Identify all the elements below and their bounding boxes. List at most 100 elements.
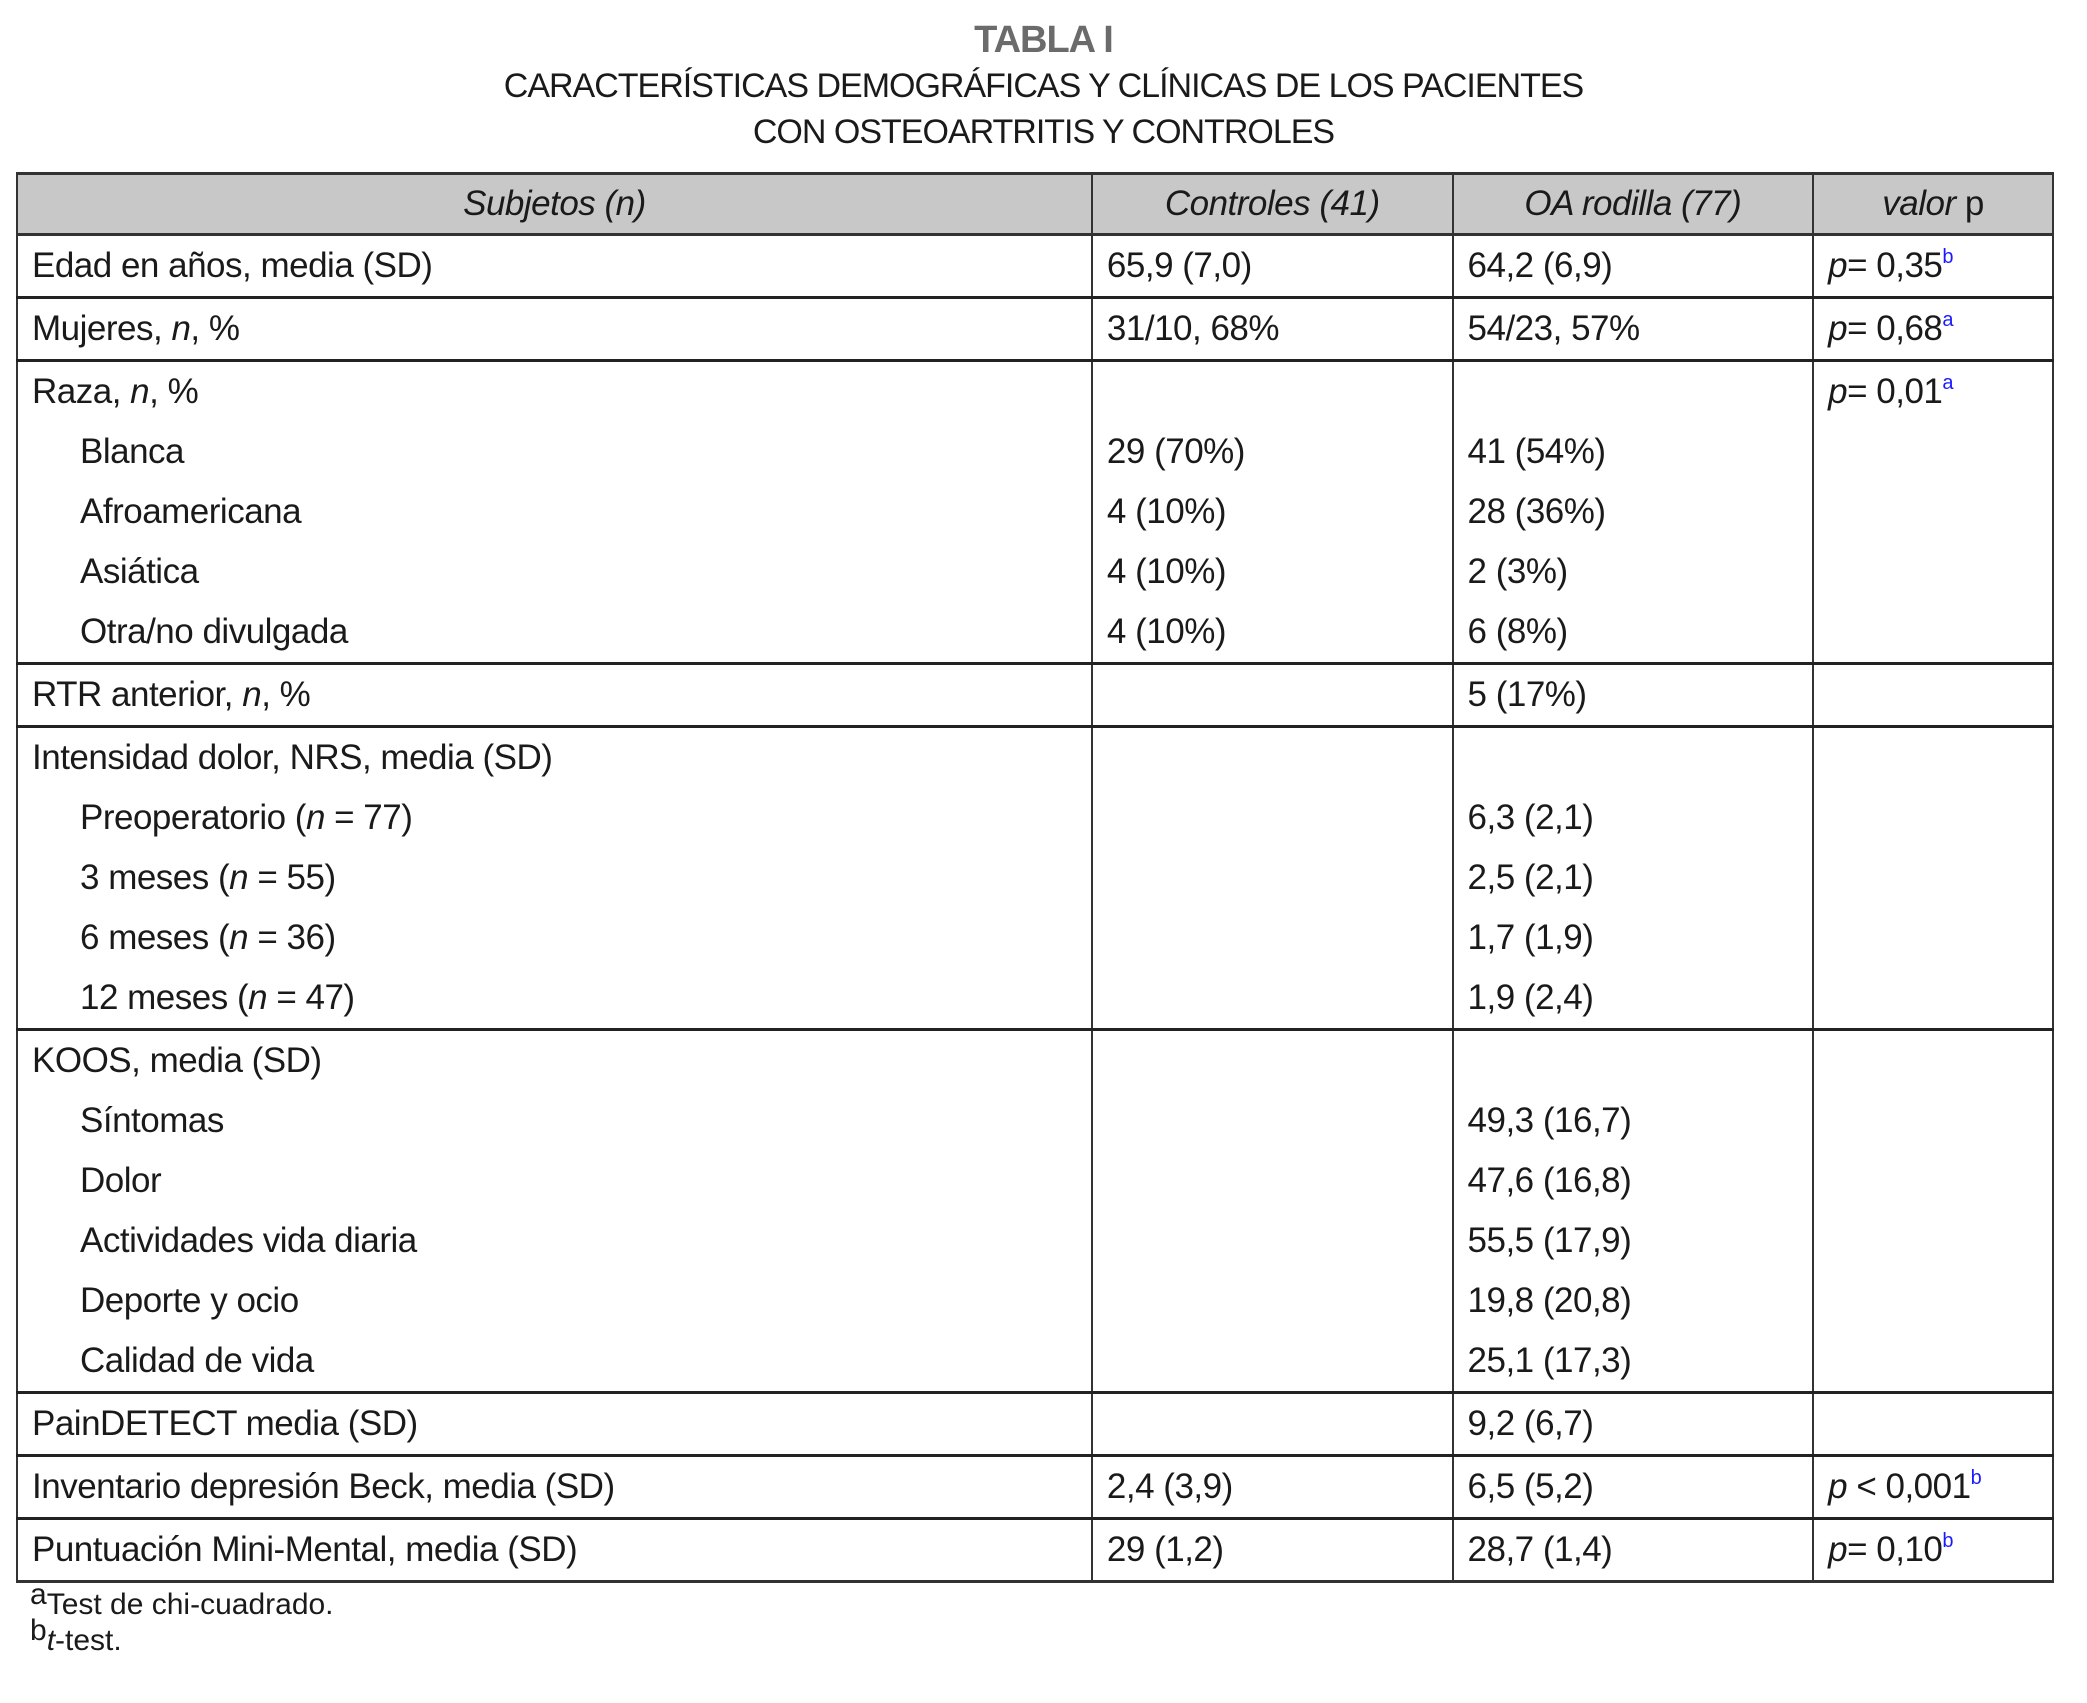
controls-value: 4 (10%) [1106,552,1227,591]
oa-value [1454,362,1813,422]
p-number: < 0,001 [1847,1467,1971,1506]
oa-cell: 5 (17%) [1451,663,1815,727]
controls-cell: 2,4 (3,9) [1090,1455,1454,1519]
p-value [1814,1151,2052,1211]
row-label: 6 meses (n = 36) [18,908,1091,968]
p-value: p < 0,001b [1814,1457,2052,1517]
oa-value: 64,2 (6,9) [1467,246,1613,285]
label-text: , % [261,675,311,714]
label-text: = 47) [267,978,355,1017]
oa-value: 25,1 (17,3) [1467,1341,1632,1380]
table-row: Raza, n, % Blanca Afroamericana Asiática Otr… [16,360,2054,664]
footnote-mark: a [1942,372,1954,394]
oa-cell: 64,2 (6,9) [1451,234,1815,298]
controls-value: 65,9 (7,0) [1106,246,1252,285]
label-text: Edad en años, media (SD) [32,246,433,285]
controls-value [1093,665,1452,725]
table-row: Intensidad dolor, NRS, media (SD) Preoper… [16,726,2054,1030]
label-text: , % [149,372,199,411]
row-label: Mujeres, n, % [18,299,1091,359]
controls-value: 4 (10%) [1106,612,1227,651]
pvalue-cell: p < 0,001b [1812,1455,2054,1519]
oa-cell: 49,3 (16,7) 47,6 (16,8) 55,5 (17,9) 19,8 (2… [1451,1029,1815,1393]
p-value: p= 0,35b [1814,236,2052,296]
oa-cell: 54/23, 57% [1451,297,1815,361]
italic-n: n [248,978,268,1017]
controls-cell: 29 (70%) 4 (10%) 4 (10%) 4 (10%) [1090,360,1454,664]
table-row: Edad en años, media (SD) 65,9 (7,0) 64,2 (… [16,234,2054,298]
oa-value: 1,9 (2,4) [1467,978,1594,1017]
oa-value: 19,8 (20,8) [1467,1281,1632,1320]
oa-cell: 28,7 (1,4) [1451,1518,1815,1582]
row-label: Inventario depresión Beck, media (SD) [18,1457,1091,1517]
oa-value: 6,3 (2,1) [1467,798,1594,837]
label-text: Inventario depresión Beck, media (SD) [32,1467,615,1506]
header-controls: Controles (41) [1090,173,1454,235]
controls-value: 29 (70%) [1106,432,1246,471]
footnote-a: aTest de chi-cuadrado. [30,1578,334,1622]
p-value [1814,728,2052,788]
p-value [1814,602,2052,662]
p-value [1814,908,2052,968]
pvalue-cell [1812,726,2054,1030]
controls-value: 2,4 (3,9) [1106,1467,1233,1506]
header-oa: OA rodilla (77) [1451,173,1815,235]
p-value [1814,665,2052,725]
patient-characteristics-table: Subjetos (n) Controles (41) OA rodilla (… [16,172,2054,1583]
header-row: Subjetos (n) Controles (41) OA rodilla (… [16,173,2054,235]
label-text: Afroamericana [80,492,302,531]
controls-cell [1090,1392,1454,1456]
row-label: Edad en años, media (SD) [18,236,1091,296]
oa-cell: 9,2 (6,7) [1451,1392,1815,1456]
controls-value [1093,1211,1452,1271]
row-label: RTR anterior, n, % [18,665,1091,725]
pvalue-cell [1812,663,2054,727]
controls-value [1093,1394,1452,1454]
controls-value [1093,1031,1452,1091]
label-text: RTR anterior, [32,675,243,714]
controls-cell: 29 (1,2) [1090,1518,1454,1582]
label-text: Mujeres, [32,309,172,348]
row-label: Intensidad dolor, NRS, media (SD) [18,728,1091,788]
table-row: KOOS, media (SD) Síntomas Dolor Actividades… [16,1029,2054,1393]
p-value [1814,422,2052,482]
label-cell: Raza, n, % Blanca Afroamericana Asiática Otr… [16,360,1093,664]
table-wrapper: Subjetos (n) Controles (41) OA rodilla (… [16,172,2054,1659]
footnote-mark: a [1942,309,1954,331]
label-text: KOOS, media (SD) [32,1041,322,1080]
label-text: , % [190,309,240,348]
label-text: 12 meses ( [80,978,249,1017]
controls-value [1093,728,1452,788]
table-body: Edad en años, media (SD) 65,9 (7,0) 64,2 (… [16,234,2054,1582]
p-symbol: p [1828,1530,1848,1569]
p-value [1814,1031,2052,1091]
table-row: RTR anterior, n, % 5 (17%) [16,663,2054,727]
pvalue-cell: p= 0,35b [1812,234,2054,298]
controls-value: 31/10, 68% [1106,309,1280,348]
label-text: Síntomas [80,1101,224,1140]
controls-cell [1090,1029,1454,1393]
p-value [1814,482,2052,542]
label-text: = 55) [248,858,336,897]
label-text: Calidad de vida [80,1341,314,1380]
oa-value: 6,5 (5,2) [1467,1467,1594,1506]
row-label: KOOS, media (SD) [18,1031,1091,1091]
row-label: Asiática [18,542,1091,602]
controls-value [1093,1331,1452,1391]
pvalue-cell: p= 0,68a [1812,297,2054,361]
label-text: = 36) [248,918,336,957]
row-label: Preoperatorio (n = 77) [18,788,1091,848]
p-symbol: p [1828,372,1848,411]
label-text: Deporte y ocio [80,1281,299,1320]
p-value [1814,1331,2052,1391]
p-value [1814,848,2052,908]
p-value [1814,1271,2052,1331]
table-row: Puntuación Mini-Mental, media (SD) 29 (1,… [16,1518,2054,1582]
label-text: Blanca [80,432,185,471]
label-text: Raza, [32,372,131,411]
oa-value: 2 (3%) [1467,552,1569,591]
row-label: 12 meses (n = 47) [18,968,1091,1028]
label-cell: Puntuación Mini-Mental, media (SD) [16,1518,1093,1582]
table-row: Mujeres, n, % 31/10, 68% 54/23, 57% p= 0,68… [16,297,2054,361]
oa-value: 9,2 (6,7) [1467,1404,1594,1443]
